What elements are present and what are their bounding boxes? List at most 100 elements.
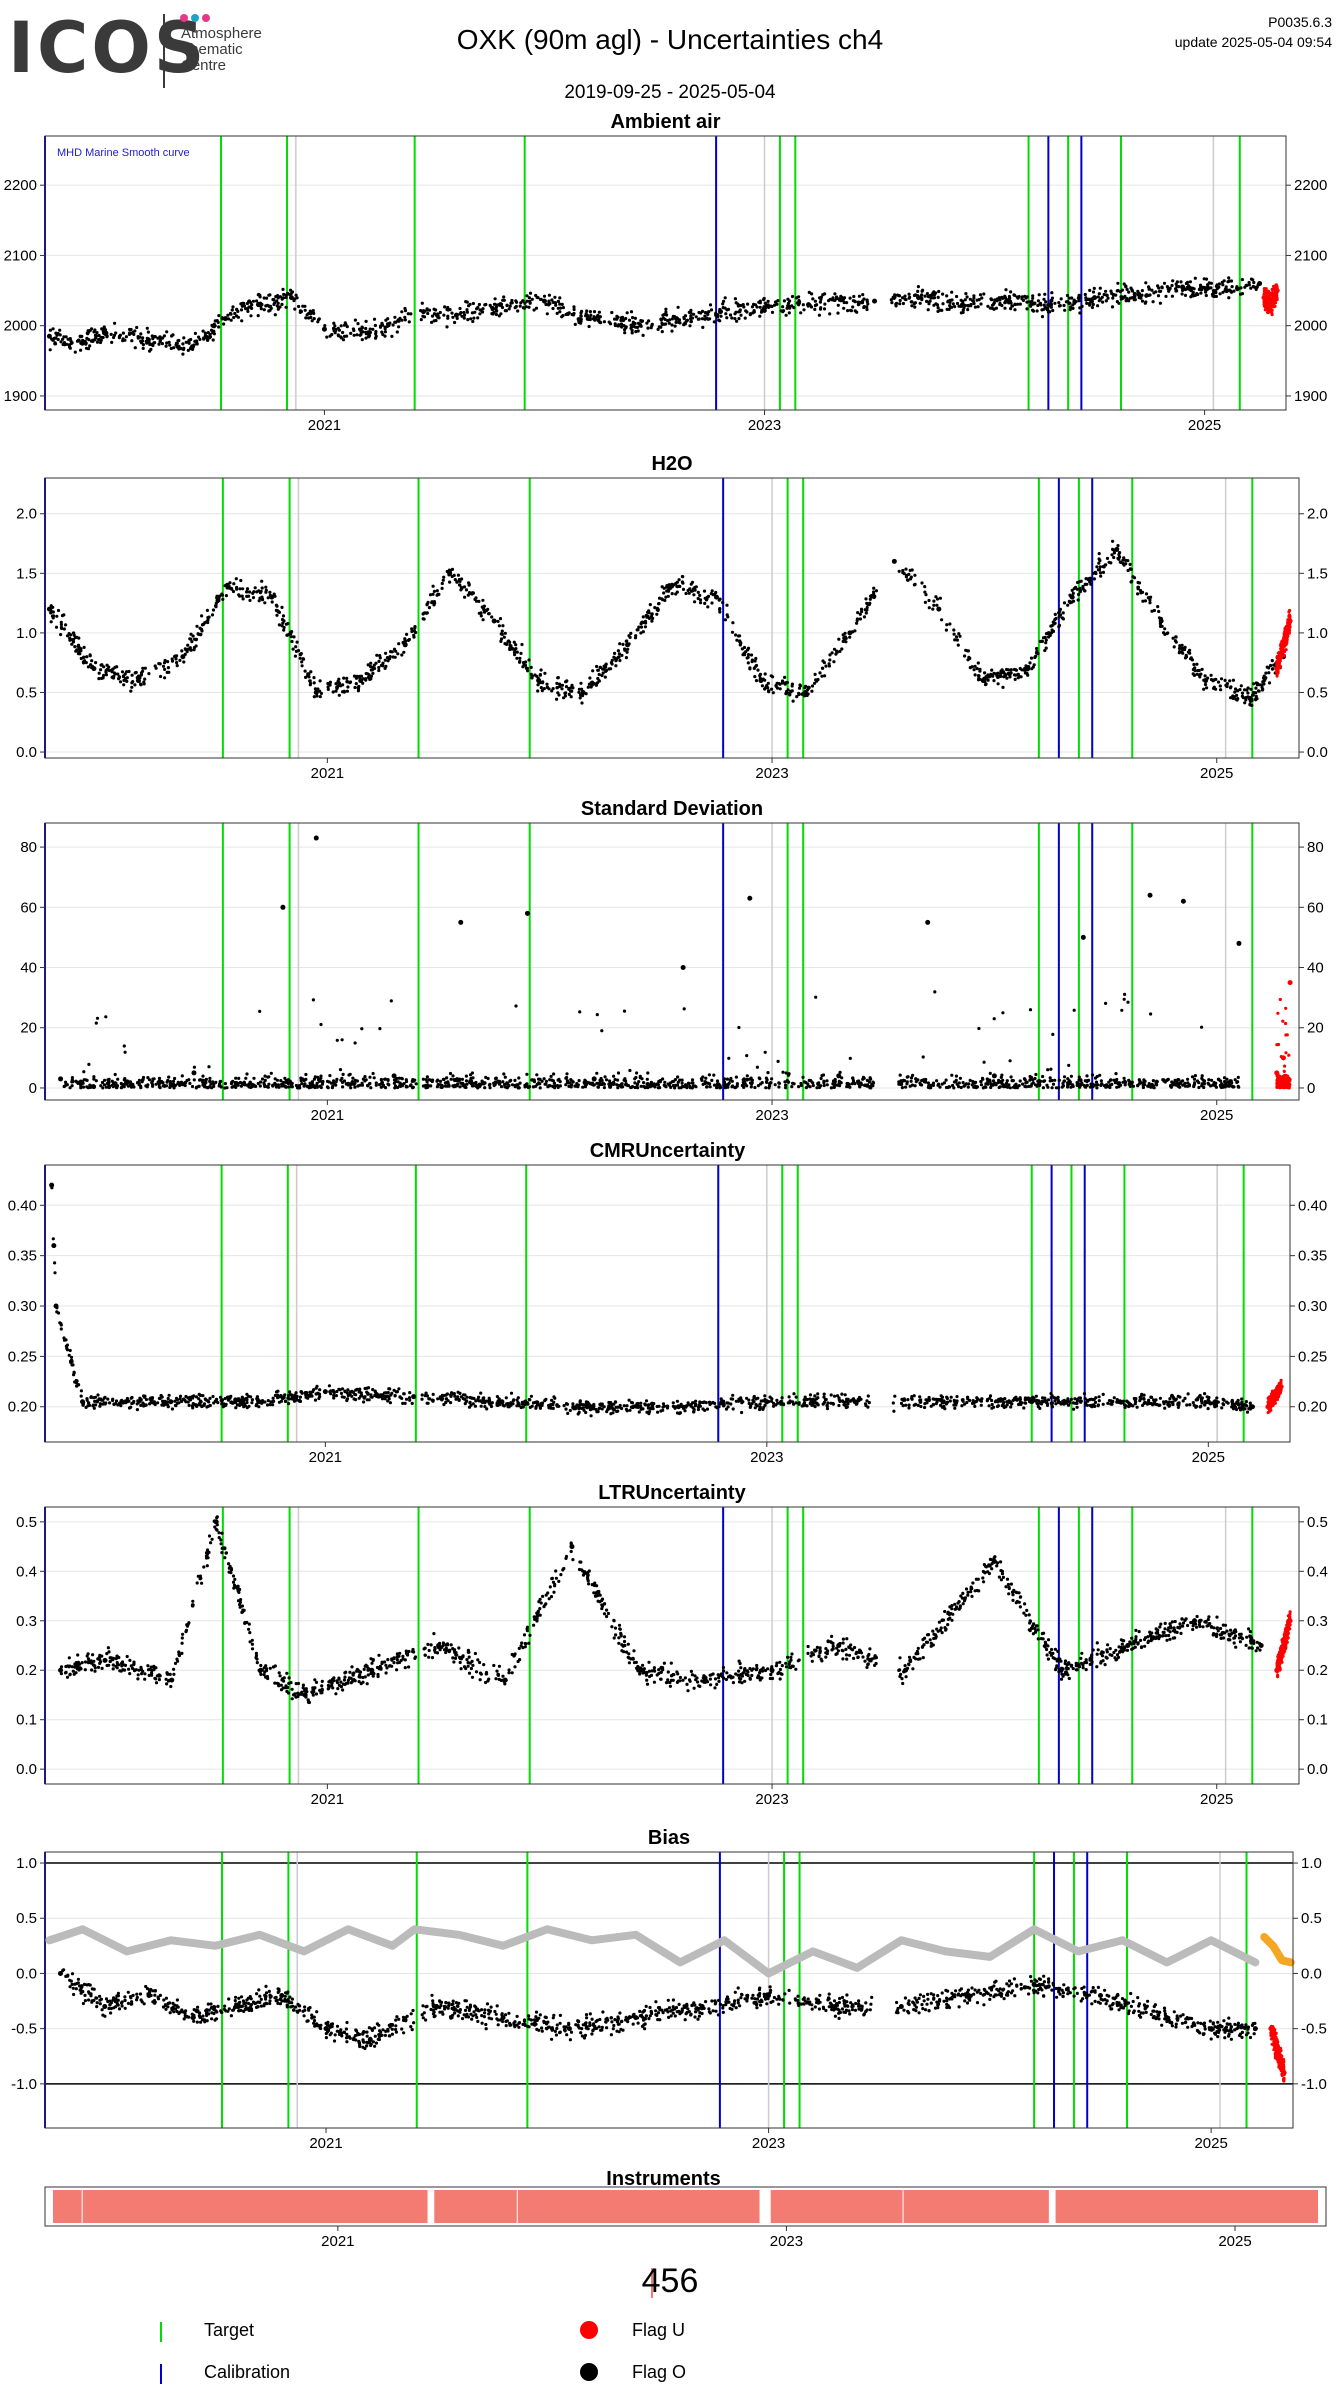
- data-point: [1249, 687, 1253, 691]
- data-point: [1005, 667, 1009, 672]
- data-point: [614, 664, 618, 668]
- data-point: [1032, 663, 1036, 667]
- data-point: [390, 650, 394, 654]
- data-point: [958, 1076, 963, 1080]
- data-point: [334, 682, 338, 686]
- data-point: [715, 315, 720, 319]
- data-point: [992, 302, 996, 306]
- data-point: [182, 660, 186, 664]
- data-point: [1217, 1078, 1221, 1082]
- data-point: [73, 635, 78, 640]
- data-point: [912, 302, 916, 306]
- data-point: [569, 1078, 573, 1082]
- data-point: [991, 674, 995, 678]
- data-point: [230, 1085, 234, 1089]
- data-point: [428, 593, 433, 597]
- data-point: [992, 1082, 996, 1086]
- data-point: [275, 299, 279, 303]
- data-point: [898, 1073, 902, 1077]
- data-point: [1218, 292, 1222, 296]
- data-point: [1288, 620, 1292, 624]
- data-point: [856, 1080, 860, 1084]
- data-point: [176, 1082, 180, 1086]
- data-point: [508, 304, 512, 308]
- data-point: [1001, 671, 1006, 675]
- data-point: [601, 667, 605, 671]
- data-point: [855, 310, 859, 314]
- data-point: [590, 1082, 594, 1086]
- data-point: [262, 308, 266, 312]
- data-point: [821, 1073, 826, 1077]
- data-point: [521, 299, 525, 303]
- data-point: [463, 313, 467, 317]
- data-point: [56, 337, 60, 342]
- data-point: [262, 296, 266, 300]
- data-point: [400, 1076, 404, 1080]
- data-point: [251, 596, 256, 600]
- data-point: [819, 297, 823, 301]
- data-point: [1227, 276, 1231, 280]
- data-point: [348, 1072, 352, 1076]
- data-point: [1190, 1075, 1195, 1079]
- data-point: [1097, 552, 1101, 556]
- data-point: [978, 667, 982, 671]
- data-point: [641, 615, 645, 619]
- data-point: [277, 306, 281, 310]
- data-point: [872, 298, 878, 304]
- data-point: [836, 311, 840, 315]
- data-point: [992, 679, 996, 683]
- data-point: [528, 291, 533, 295]
- data-point: [481, 618, 485, 622]
- data-point: [1180, 292, 1184, 296]
- data-point: [207, 1065, 211, 1069]
- data-point: [604, 665, 608, 669]
- data-point: [282, 628, 286, 632]
- data-point: [1268, 305, 1272, 309]
- data-point: [1160, 285, 1164, 289]
- data-point: [1067, 1063, 1071, 1067]
- data-point: [51, 327, 55, 331]
- data-point: [1239, 286, 1243, 290]
- data-point: [699, 601, 703, 605]
- data-point: [817, 313, 822, 317]
- data-point: [558, 296, 562, 300]
- data-point: [1104, 1001, 1108, 1006]
- data-point: [956, 643, 960, 647]
- data-point: [293, 307, 297, 311]
- data-point: [1122, 282, 1126, 286]
- data-point: [230, 587, 234, 591]
- data-point: [1287, 625, 1291, 629]
- data-point: [298, 652, 302, 657]
- data-point: [898, 298, 902, 303]
- data-point: [864, 597, 868, 601]
- data-point: [1171, 636, 1175, 640]
- data-point: [1076, 598, 1080, 602]
- data-point: [392, 1081, 396, 1085]
- data-point: [1072, 1008, 1076, 1012]
- data-point: [204, 620, 209, 624]
- data-point: [744, 309, 748, 313]
- data-point: [948, 298, 952, 302]
- data-point: [247, 299, 251, 303]
- data-point: [801, 1075, 805, 1079]
- data-point: [989, 297, 993, 301]
- data-point: [311, 1085, 315, 1089]
- data-point: [584, 692, 588, 696]
- data-point: [865, 305, 869, 309]
- data-point: [601, 671, 605, 675]
- data-point: [143, 666, 147, 670]
- data-point: [904, 1085, 908, 1089]
- data-point: [1003, 306, 1007, 310]
- data-point: [499, 1085, 504, 1089]
- data-point: [760, 1081, 764, 1085]
- data-point: [704, 1080, 708, 1084]
- data-point: [1116, 544, 1120, 548]
- data-point: [214, 605, 218, 609]
- data-point: [914, 1077, 918, 1081]
- data-point: [993, 298, 997, 302]
- data-point: [703, 601, 707, 606]
- data-point: [972, 668, 976, 672]
- data-point: [487, 612, 491, 616]
- data-point: [518, 660, 522, 664]
- data-point: [1228, 1083, 1232, 1087]
